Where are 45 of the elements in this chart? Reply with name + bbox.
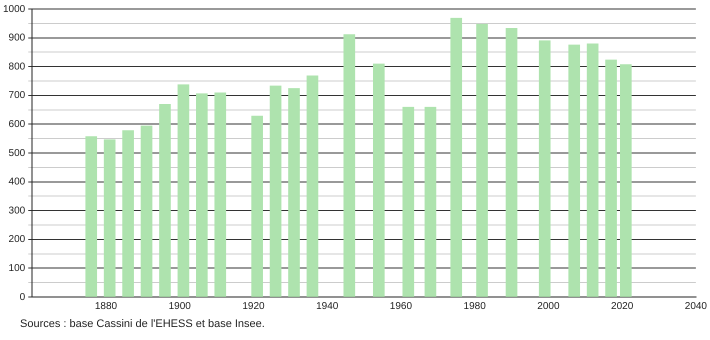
bar (450, 18, 462, 297)
x-tick-label: 1980 (464, 300, 486, 312)
bar (122, 130, 134, 297)
y-tick-label: 1000 (2, 4, 26, 15)
bar (568, 44, 580, 297)
bar (178, 84, 190, 297)
y-tick-label: 100 (8, 262, 26, 274)
bar (270, 86, 282, 297)
y-tick-label: 0 (20, 292, 26, 303)
bar (306, 75, 318, 297)
bar (343, 34, 356, 297)
y-tick-label: 200 (8, 234, 26, 246)
bar (196, 93, 208, 297)
bar (586, 44, 598, 297)
bar (476, 24, 488, 297)
bar (140, 126, 152, 297)
bar (214, 92, 226, 297)
bar (288, 88, 300, 297)
x-tick-label: 1920 (242, 300, 266, 312)
bar (104, 139, 116, 297)
y-tick-label: 500 (8, 148, 26, 159)
source-note: Sources : base Cassini de l'EHESS et base Insee. (20, 318, 265, 330)
y-tick-label: 800 (8, 61, 26, 72)
y-tick-label: 400 (8, 176, 26, 188)
bar (251, 116, 263, 297)
bar (538, 40, 551, 297)
bar (506, 28, 518, 297)
x-tick-label: 1940 (316, 300, 339, 312)
y-tick-label: 700 (8, 90, 26, 102)
bar (620, 64, 632, 297)
bar (372, 64, 385, 297)
y-tick-label: 600 (8, 118, 26, 130)
bar (85, 136, 98, 297)
x-tick-label: 2020 (611, 300, 634, 312)
y-tick-label: 900 (8, 32, 26, 44)
bar (424, 106, 436, 297)
x-tick-label: 1900 (168, 300, 192, 312)
x-tick-label: 1880 (94, 300, 118, 312)
x-tick-label: 2000 (537, 300, 560, 312)
x-tick-label: 2040 (684, 300, 708, 312)
bar (402, 106, 414, 297)
bar (159, 104, 171, 297)
x-tick-label: 1960 (390, 300, 412, 312)
bar (605, 60, 617, 297)
y-tick-label: 300 (8, 205, 26, 216)
